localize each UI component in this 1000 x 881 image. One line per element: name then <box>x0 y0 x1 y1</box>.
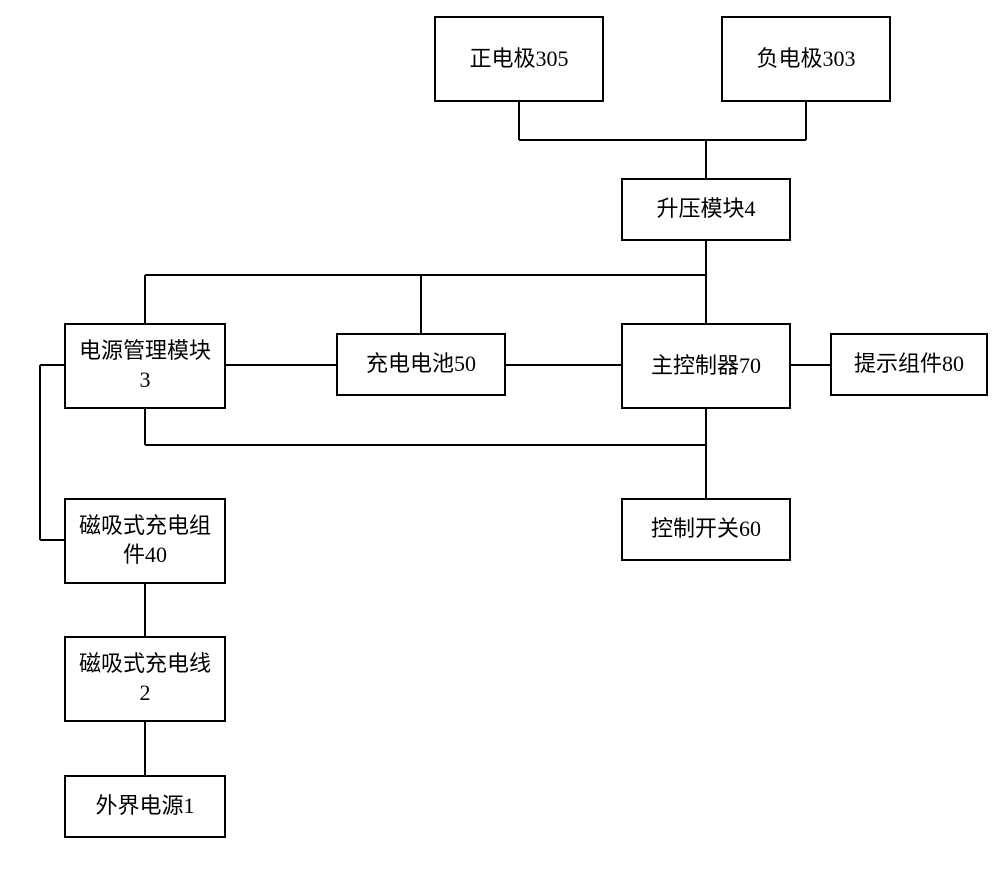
node-label: 充电电池50 <box>366 350 476 379</box>
node-positive-electrode-305: 正电极305 <box>434 16 604 102</box>
node-power-management-3: 电源管理模块3 <box>64 323 226 409</box>
node-label: 提示组件80 <box>854 350 964 379</box>
node-label: 电源管理模块3 <box>74 337 216 394</box>
node-boost-module-4: 升压模块4 <box>621 178 791 241</box>
node-label: 外界电源1 <box>95 792 194 821</box>
node-label: 磁吸式充电线2 <box>74 650 216 707</box>
node-battery-50: 充电电池50 <box>336 333 506 396</box>
diagram-canvas: 正电极305 负电极303 升压模块4 电源管理模块3 充电电池50 主控制器7… <box>0 0 1000 881</box>
edges-layer <box>0 0 1000 881</box>
node-label: 正电极305 <box>469 45 568 74</box>
node-external-power-1: 外界电源1 <box>64 775 226 838</box>
node-main-controller-70: 主控制器70 <box>621 323 791 409</box>
node-label: 磁吸式充电组件40 <box>74 512 216 569</box>
node-label: 主控制器70 <box>651 352 761 381</box>
node-label: 负电极303 <box>756 45 855 74</box>
node-control-switch-60: 控制开关60 <box>621 498 791 561</box>
node-hint-component-80: 提示组件80 <box>830 333 988 396</box>
node-negative-electrode-303: 负电极303 <box>721 16 891 102</box>
node-label: 升压模块4 <box>656 195 755 224</box>
node-label: 控制开关60 <box>651 515 761 544</box>
node-magnetic-charge-line-2: 磁吸式充电线2 <box>64 636 226 722</box>
node-magnetic-charge-component-40: 磁吸式充电组件40 <box>64 498 226 584</box>
